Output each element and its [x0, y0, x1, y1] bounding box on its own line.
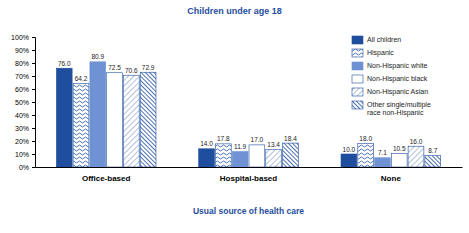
y-tick-mark: [32, 50, 35, 51]
legend-label: Other single/multiple race non-Hispanic: [367, 101, 433, 117]
bar: [107, 73, 123, 167]
y-tick: 50%: [15, 99, 35, 106]
bar: [56, 68, 72, 167]
y-tick-label: 20%: [15, 138, 29, 145]
data-label: 10.5: [393, 145, 406, 152]
data-label: 80.9: [91, 53, 104, 60]
legend-label: Non-Hispanic Asian: [367, 88, 428, 96]
y-tick-label: 40%: [15, 112, 29, 119]
y-tick: 100%: [11, 34, 35, 41]
bar: [408, 146, 424, 167]
title: Children under age 18: [187, 6, 282, 16]
data-label: 14.0: [200, 140, 213, 147]
y-tick: 60%: [15, 86, 35, 93]
y-tick-label: 30%: [15, 125, 29, 132]
y-tick-label: 50%: [15, 99, 29, 106]
y-tick-mark: [32, 154, 35, 155]
data-label: 7.1: [378, 149, 387, 156]
bar: [358, 144, 374, 167]
data-label: 16.0: [410, 138, 423, 145]
bar: [199, 149, 215, 167]
y-tick: 70%: [15, 73, 35, 80]
legend-label: Hispanic: [367, 49, 394, 57]
x-axis-line: [36, 167, 463, 168]
legend-swatch: [352, 101, 363, 109]
y-tick-mark: [32, 115, 35, 116]
data-label: 18.4: [284, 135, 297, 142]
y-tick-label: 70%: [15, 73, 29, 80]
y-tick-mark: [32, 102, 35, 103]
y-tick-mark: [32, 89, 35, 90]
data-label: 76.0: [58, 60, 71, 67]
chart: Children under age 18 0% 10% 20% 30% 40% 50% 60…: [0, 0, 469, 233]
y-tick-label: 100%: [11, 34, 29, 41]
y-axis: 0% 10% 20% 30% 40% 50% 60% 70% 80% 90% 100%: [11, 34, 35, 171]
data-label: 10.0: [343, 146, 356, 153]
bar: [425, 156, 441, 167]
legend-swatch: [352, 36, 363, 44]
bar: [73, 84, 89, 167]
data-label: 8.7: [428, 147, 437, 154]
x-axis-title: Usual source of health care: [193, 206, 304, 216]
y-tick-label: 80%: [15, 60, 29, 67]
y-tick: 0%: [19, 164, 35, 171]
y-tick: 10%: [15, 151, 35, 158]
data-label: 17.8: [217, 135, 230, 142]
y-tick-label: 10%: [15, 151, 29, 158]
data-label: 72.9: [142, 64, 155, 71]
data-label: 17.0: [251, 136, 264, 143]
y-tick: 20%: [15, 138, 35, 145]
legend-label: All children: [367, 36, 401, 43]
bar: [391, 153, 407, 167]
x-tick-label: Hospital-based: [220, 174, 277, 183]
x-tick-label: None: [381, 174, 402, 183]
legend-swatch: [352, 62, 363, 70]
x-tick-label: Office-based: [82, 174, 131, 183]
bar: [140, 72, 156, 167]
y-tick-mark: [32, 167, 35, 168]
legend-label: Non-Hispanic black: [367, 75, 428, 83]
legend-label: Non-Hispanic white: [367, 62, 427, 70]
data-label: 64.2: [75, 75, 88, 82]
data-label: 18.0: [359, 135, 372, 142]
y-tick-mark: [32, 76, 35, 77]
y-tick: 90%: [15, 47, 35, 54]
y-tick-mark: [32, 128, 35, 129]
data-label: 72.5: [108, 64, 121, 71]
y-tick-label: 0%: [19, 164, 29, 171]
y-tick: 80%: [15, 60, 35, 67]
bars: [56, 62, 440, 167]
y-tick-mark: [32, 63, 35, 64]
y-tick-mark: [32, 37, 35, 38]
y-tick-label: 60%: [15, 86, 29, 93]
bar: [215, 144, 231, 167]
bar: [90, 62, 106, 167]
data-label: 11.9: [234, 143, 247, 150]
x-tick: None: [381, 174, 402, 183]
y-axis-line: [32, 38, 36, 168]
bar: [249, 145, 265, 167]
bar: [283, 143, 299, 167]
x-tick: Office-based: [82, 174, 131, 183]
y-tick-label: 90%: [15, 47, 29, 54]
y-tick-mark: [32, 141, 35, 142]
data-label: 13.4: [267, 141, 280, 148]
bar: [123, 75, 139, 167]
legend-swatch: [352, 49, 363, 57]
data-label: 70.6: [125, 67, 138, 74]
bar: [375, 158, 391, 167]
legend-swatch: [352, 88, 363, 96]
bar: [232, 152, 248, 167]
legend-swatch: [352, 75, 363, 83]
legend: All children Hispanic Non-Hispanic white No…: [352, 36, 433, 117]
data-labels: 76.0 14.0 10.0 64.2 17.8 18.0 80.9 11.9 7.1 72.5 1…: [58, 53, 438, 156]
y-tick: 30%: [15, 125, 35, 132]
x-tick: Hospital-based: [220, 174, 277, 183]
y-tick: 40%: [15, 112, 35, 119]
bar: [341, 154, 357, 167]
x-axis: Office-based Hospital-based None: [36, 168, 463, 183]
bar: [266, 150, 282, 167]
